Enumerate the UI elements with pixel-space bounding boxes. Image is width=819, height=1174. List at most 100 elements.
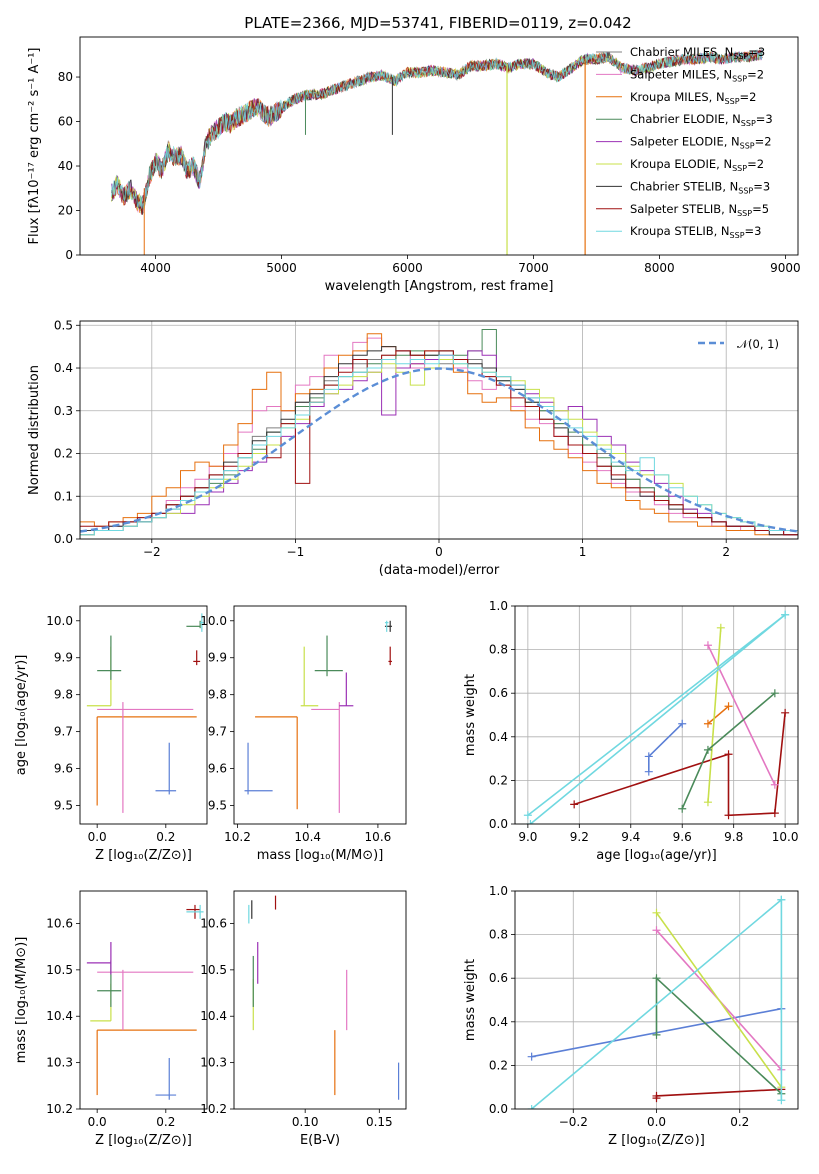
ssp-marker xyxy=(703,641,712,650)
x-tick-label: 10.0 xyxy=(772,830,799,844)
y-axis-label: Normed distribution xyxy=(27,365,42,495)
x-tick-label: −2 xyxy=(143,545,161,559)
y-tick-label: 9.5 xyxy=(54,799,73,813)
y-tick-label: 10.4 xyxy=(200,1009,227,1023)
y-tick-label: 10.0 xyxy=(200,614,227,628)
x-tick-label: 9.8 xyxy=(724,830,743,844)
residual-histogram-panel: −2 −1 0 1 2 0.0 0.1 0.2 0.3 0.4 0.5 (data-model)/er… xyxy=(27,318,799,578)
ssp-marker xyxy=(523,811,532,820)
x-tick-label: 9.6 xyxy=(673,830,692,844)
y-tick-label: 0.0 xyxy=(54,532,73,546)
y-tick-label: 10.0 xyxy=(46,614,73,628)
age-vs-mass-panel: 10.2 10.4 10.6 9.5 9.6 9.7 9.8 9.9 10.0 mass [log… xyxy=(200,605,407,863)
mass-vs-ebv-panel: 0.10 0.15 10.2 10.3 10.4 10.5 10.6 E(B-V) xyxy=(200,890,407,1148)
y-axis-label: mass [log₁₀(M/M⊙)] xyxy=(14,937,29,1064)
y-tick-label: 10.5 xyxy=(200,963,227,977)
ssp-marker xyxy=(526,820,535,824)
x-axis-label: Z [log₁₀(Z/Z⊙)] xyxy=(95,848,192,863)
y-tick-label: 80 xyxy=(58,70,73,84)
y-axis-label: mass weight xyxy=(463,959,478,1041)
legend-label: Chabrier ELODIE, NSSP=3 xyxy=(630,112,773,128)
y-tick-label: 0.6 xyxy=(489,971,508,985)
ssp-marker xyxy=(678,719,687,728)
y-tick-label: 0.8 xyxy=(489,643,508,657)
y-tick-label: 0.4 xyxy=(489,1015,508,1029)
y-tick-label: 9.8 xyxy=(54,688,73,702)
ssp-marker xyxy=(652,908,661,917)
x-tick-label: 9000 xyxy=(770,261,801,275)
mass-weight-line xyxy=(655,912,783,1088)
y-tick-label: 0 xyxy=(65,248,73,262)
y-tick-label: 1.0 xyxy=(489,599,508,613)
legend-label: Kroupa ELODIE, NSSP=2 xyxy=(630,157,764,173)
x-tick-label: 0.10 xyxy=(292,1115,319,1129)
mass-weight-line xyxy=(531,899,782,1109)
axes-frame xyxy=(79,320,799,540)
mass-weight-line xyxy=(707,627,722,803)
mass-vs-Z-panel: 0.0 0.2 10.2 10.3 10.4 10.5 10.6 Z [log₁₀(Z/Z⊙)… xyxy=(14,890,208,1148)
ssp-marker xyxy=(703,719,712,728)
ssp-marker xyxy=(570,800,579,809)
y-tick-label: 0.5 xyxy=(54,318,73,332)
y-tick-label: 0.4 xyxy=(489,730,508,744)
x-tick-label: 0.15 xyxy=(366,1115,393,1129)
x-axis-label: age [log₁₀(age/yr)] xyxy=(596,848,717,863)
axes-frame xyxy=(514,890,799,1110)
y-tick-label: 9.6 xyxy=(54,762,73,776)
legend-label: Salpeter ELODIE, NSSP=2 xyxy=(630,135,772,151)
y-tick-label: 60 xyxy=(58,115,73,129)
y-tick-label: 10.6 xyxy=(200,916,227,930)
y-tick-label: 9.7 xyxy=(208,725,227,739)
y-tick-label: 9.5 xyxy=(208,799,227,813)
mass-weight-line xyxy=(707,705,730,725)
x-tick-label: 1 xyxy=(579,545,587,559)
y-axis-label: Flux [fλ10⁻¹⁷ erg cm⁻² s⁻¹ A⁻¹] xyxy=(27,48,42,245)
ssp-marker xyxy=(652,974,661,983)
y-tick-label: 9.9 xyxy=(208,651,227,665)
y-tick-label: 10.2 xyxy=(46,1102,73,1116)
x-tick-label: 9.4 xyxy=(621,830,640,844)
x-tick-label: 10.4 xyxy=(294,830,321,844)
x-tick-label: 0.2 xyxy=(730,1115,749,1129)
y-tick-label: 0.6 xyxy=(489,686,508,700)
ssp-marker xyxy=(527,1105,536,1109)
x-tick-label: 4000 xyxy=(140,261,171,275)
ssp-marker xyxy=(644,767,653,776)
y-tick-label: 0.0 xyxy=(489,1102,508,1116)
x-tick-label: 6000 xyxy=(392,261,423,275)
x-axis-label: Z [log₁₀(Z/Z⊙)] xyxy=(95,1133,192,1148)
ssp-marker xyxy=(716,623,725,632)
y-tick-label: 9.8 xyxy=(208,688,227,702)
ssp-marker xyxy=(781,610,790,619)
x-tick-label: 9.2 xyxy=(570,830,589,844)
x-axis-label: wavelength [Angstrom, rest frame] xyxy=(325,279,554,294)
y-tick-label: 0.2 xyxy=(54,447,73,461)
x-tick-label: −1 xyxy=(287,545,305,559)
axes-frame xyxy=(79,890,208,1110)
axes-frame xyxy=(79,605,208,825)
mass-weight-line xyxy=(527,614,786,816)
ssp-marker xyxy=(724,702,733,711)
axes-frame xyxy=(79,36,799,256)
y-tick-label: 0.3 xyxy=(54,404,73,418)
ssp-marker xyxy=(777,1096,786,1105)
normal-curve xyxy=(80,367,798,533)
ssp-marker xyxy=(724,811,733,820)
y-axis-label: mass weight xyxy=(463,674,478,756)
ssp-marker xyxy=(678,804,687,813)
x-tick-label: 0 xyxy=(435,545,443,559)
legend-label: Chabrier STELIB, NSSP=3 xyxy=(630,179,770,195)
y-tick-label: 10.4 xyxy=(46,1009,73,1023)
ssp-marker xyxy=(770,809,779,818)
x-tick-label: −0.2 xyxy=(559,1115,588,1129)
figure-title: PLATE=2366, MJD=53741, FIBERID=0119, z=0… xyxy=(244,14,631,32)
x-tick-label: 0.2 xyxy=(156,1115,175,1129)
legend-label: Chabrier MILES, NSSP=3 xyxy=(630,45,765,61)
y-tick-label: 10.3 xyxy=(200,1056,227,1070)
x-tick-label: 0.0 xyxy=(88,830,107,844)
x-axis-label: Z [log₁₀(Z/Z⊙)] xyxy=(608,1133,705,1148)
x-axis-label: (data-model)/error xyxy=(379,563,500,578)
y-tick-label: 10.2 xyxy=(200,1102,227,1116)
legend-label: Salpeter STELIB, NSSP=5 xyxy=(630,202,769,218)
